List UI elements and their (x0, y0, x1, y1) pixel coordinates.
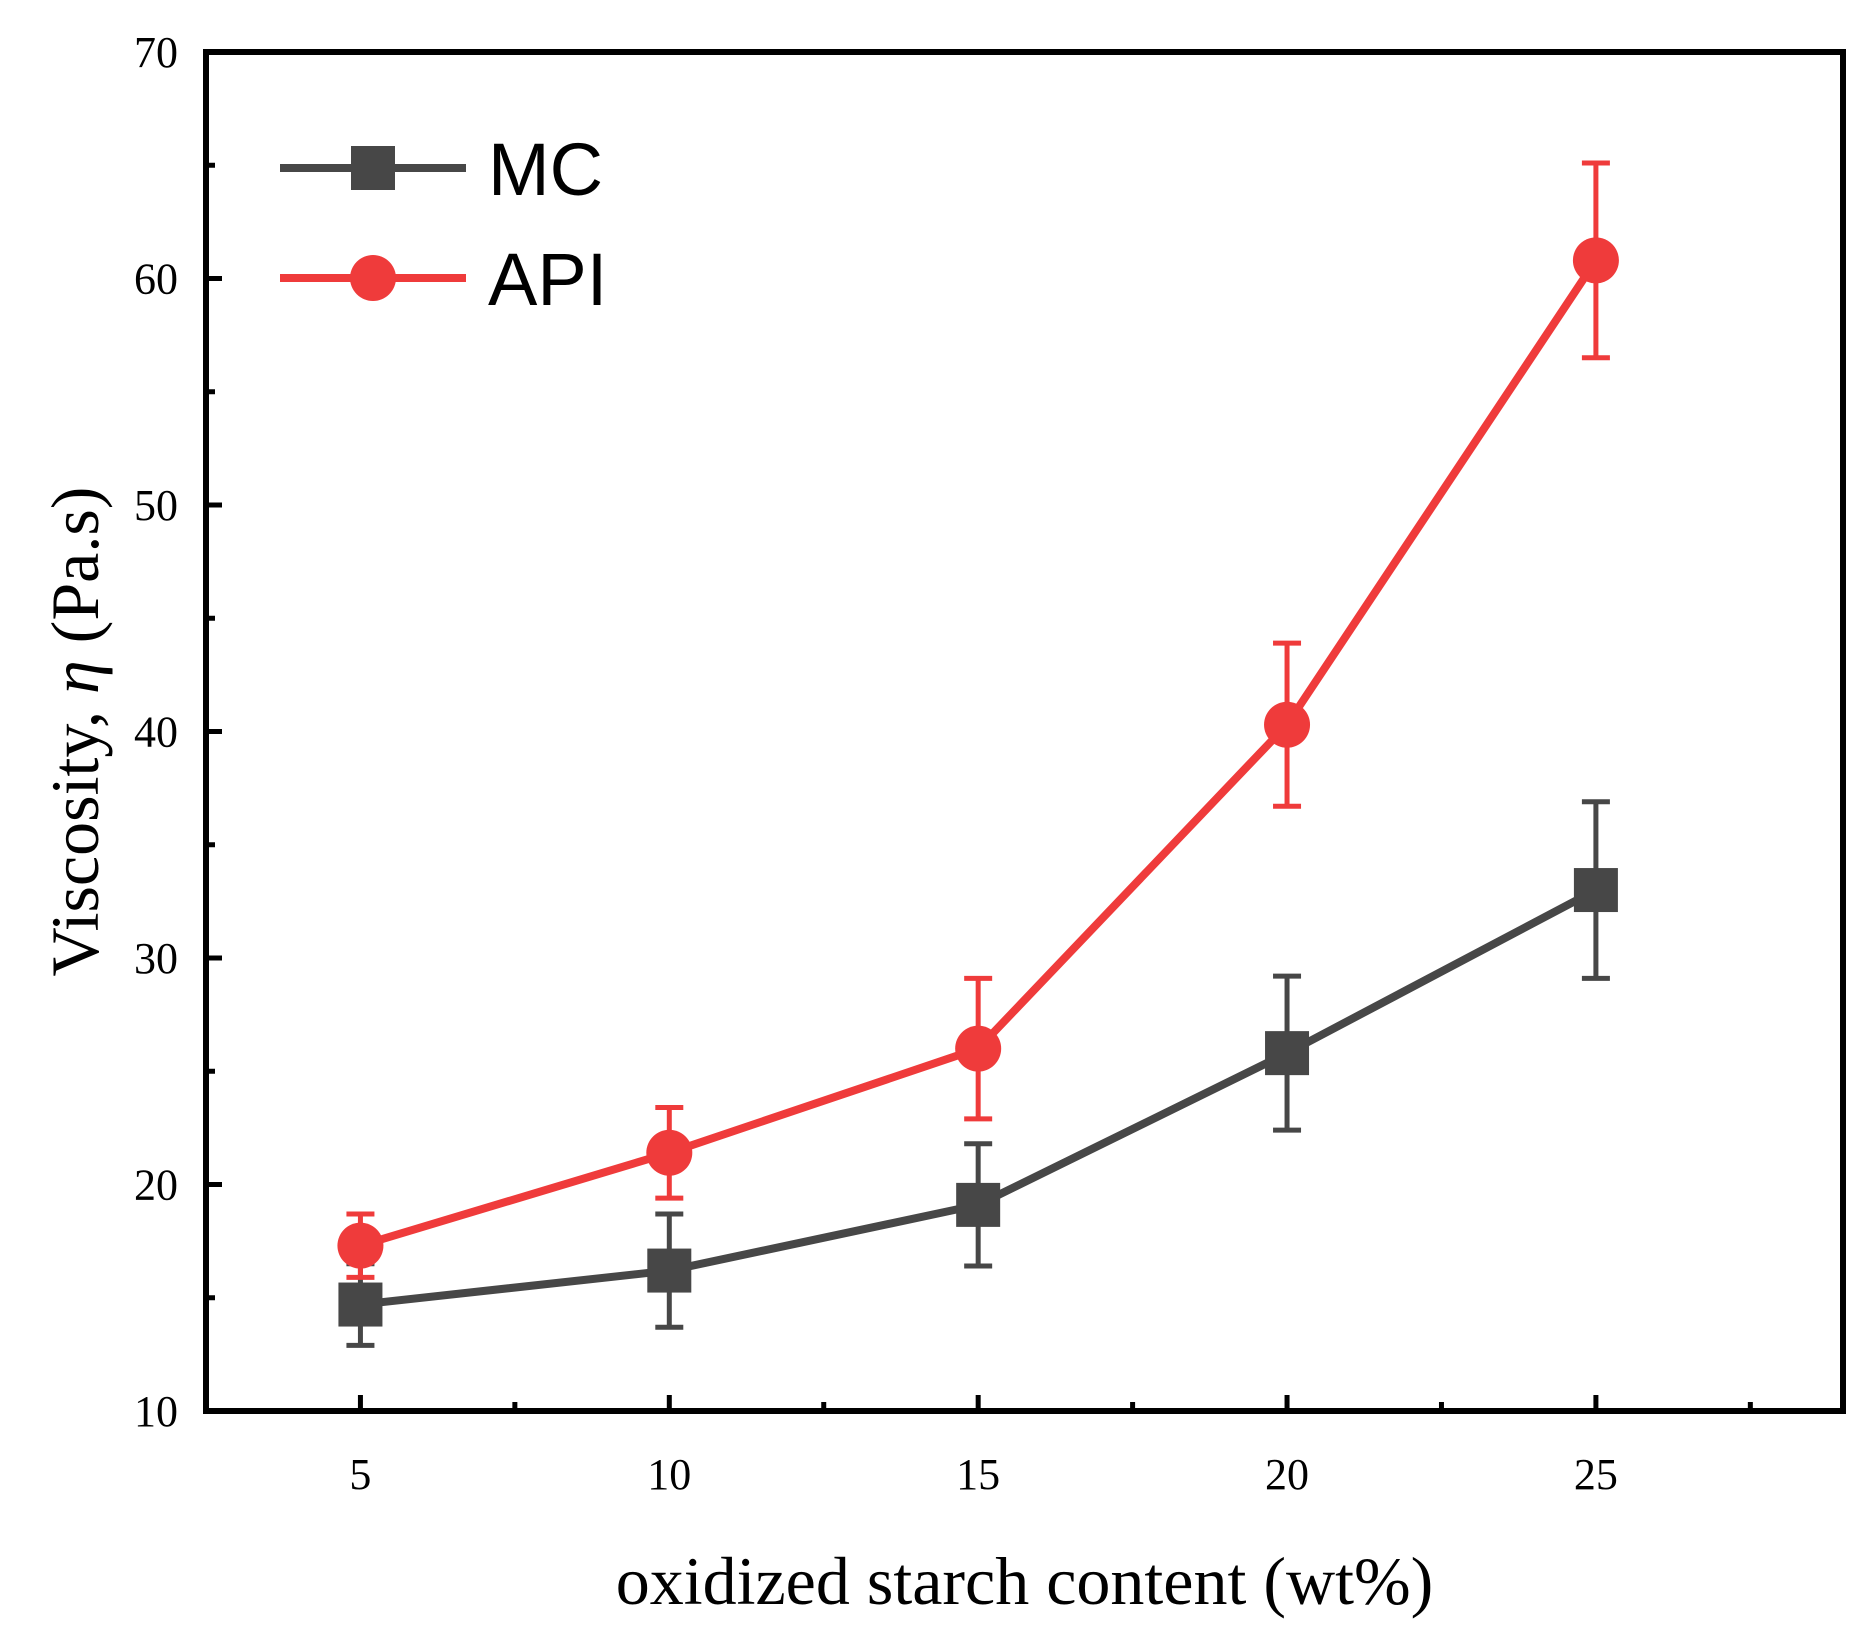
legend: MC API (280, 128, 607, 321)
legend-marker-mc (351, 146, 395, 190)
data-point-api (1572, 237, 1619, 284)
plot-area-frame (203, 49, 1846, 1414)
data-point-api (337, 1222, 384, 1269)
data-point-mc (1573, 868, 1618, 913)
data-point-mc (956, 1182, 1001, 1227)
data-point-mc (647, 1248, 692, 1293)
y-axis-title: Viscosity, η (Pa.s) (37, 487, 113, 977)
y-axis-title-prefix: Viscosity, (37, 694, 113, 976)
data-point-api (646, 1129, 693, 1176)
y-tick-label: 40 (134, 708, 178, 757)
legend-marker-api (350, 255, 396, 301)
series-mc (338, 799, 1618, 1348)
x-axis-title: oxidized starch content (wt%) (616, 1543, 1434, 1619)
y-axis-title-suffix: (Pa.s) (37, 487, 113, 661)
y-tick-label: 20 (134, 1161, 178, 1210)
x-tick-label: 25 (1574, 1450, 1618, 1499)
series-api (337, 160, 1619, 1280)
data-point-mc (1265, 1031, 1310, 1076)
data-point-mc (338, 1282, 383, 1327)
data-point-api (955, 1025, 1002, 1072)
y-tick-label: 50 (134, 481, 178, 530)
y-tick-label: 60 (134, 255, 178, 304)
legend-label-mc: MC (488, 128, 603, 211)
y-tick-label: 70 (134, 28, 178, 77)
legend-label-api: API (488, 238, 607, 321)
y-tick-label: 10 (134, 1387, 178, 1436)
y-tick-label: 30 (134, 934, 178, 983)
y-axis-title-symbol: η (37, 660, 113, 694)
x-tick-label: 15 (956, 1450, 1000, 1499)
x-tick-label: 5 (349, 1450, 371, 1499)
x-tick-label: 20 (1265, 1450, 1309, 1499)
x-tick-label: 10 (647, 1450, 691, 1499)
data-point-api (1264, 701, 1311, 748)
